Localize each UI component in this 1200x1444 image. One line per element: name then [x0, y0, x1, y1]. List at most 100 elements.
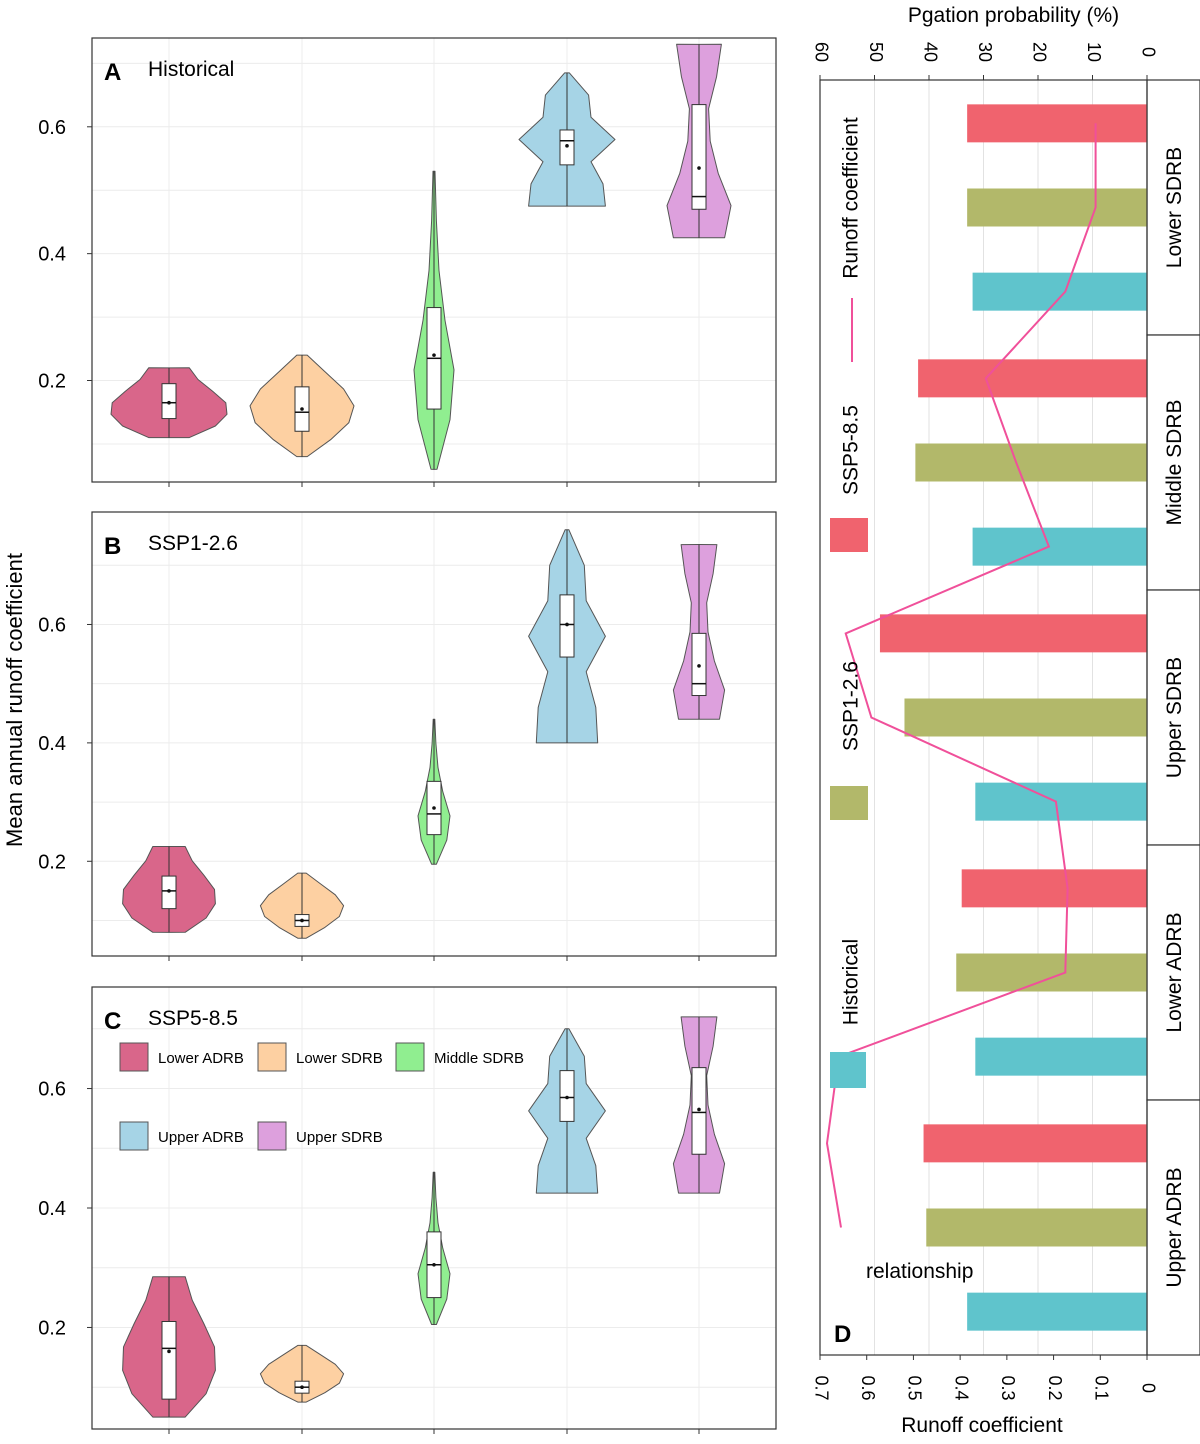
strip-upper-adrb — [1146, 1099, 1200, 1356]
mean-point-upper-adrb — [565, 1095, 569, 1100]
legend-label-upper-sdrb: Upper SDRB — [296, 1129, 383, 1146]
top-tick-label: 40 — [920, 42, 940, 62]
y-tick-label: 0.4 — [38, 244, 66, 266]
strip-lower-adrb — [1146, 844, 1200, 1101]
bar-lower-sdrb-historical — [972, 272, 1147, 311]
mean-point-middle-sdrb — [432, 806, 436, 810]
box-lower-adrb — [161, 1320, 177, 1400]
bottom-tick-label: 0 — [1138, 1383, 1158, 1393]
y-tick-label: 0.2 — [38, 851, 66, 873]
legend-swatch-lower-sdrb — [257, 1042, 287, 1072]
mean-point-lower-adrb — [167, 1349, 171, 1354]
mean-point-lower-sdrb — [300, 407, 304, 411]
panel-d: Pgation probability (%) 60 50 40 30 20 10 0 0.7 0… — [811, 4, 1200, 1437]
panel-letter: D — [834, 1321, 851, 1348]
y-tick-label: 0.4 — [38, 1198, 66, 1220]
panel-b: 0.2 0.4 0.6 B SSP1-2.6 — [38, 511, 777, 961]
mean-point-middle-sdrb — [432, 1262, 436, 1267]
panel-title: SSP1-2.6 — [148, 532, 238, 555]
legend-label-ssp5-8-5: SSP5-8.5 — [840, 405, 863, 495]
legend-swatch-ssp1-2-6 — [830, 786, 868, 820]
legend-label-lower-sdrb: Lower SDRB — [296, 1050, 383, 1067]
top-tick-label: 30 — [975, 42, 995, 62]
mean-point-upper-adrb — [565, 622, 569, 627]
mean-point-middle-sdrb — [432, 353, 436, 357]
y-tick-label: 0.2 — [38, 1317, 66, 1339]
bar-lower-adrb-ssp1-2-6 — [956, 953, 1147, 992]
bar-upper-sdrb-ssp1-2-6 — [904, 698, 1147, 737]
bottom-tick-label: 0.1 — [1092, 1375, 1112, 1400]
y-axis-label: Mean annual runoff coefficient — [2, 553, 27, 847]
bar-lower-adrb-historical — [975, 1037, 1147, 1076]
box-upper-sdrb — [691, 104, 707, 210]
top-tick-label: 0 — [1138, 47, 1158, 57]
strip-upper-sdrb — [1146, 589, 1200, 846]
top-tick-label: 20 — [1029, 42, 1049, 62]
legend-swatch-upper-sdrb — [257, 1121, 287, 1151]
mean-point-lower-sdrb — [300, 1385, 304, 1389]
bar-middle-sdrb-ssp1-2-6 — [915, 443, 1147, 482]
bar-upper-sdrb-ssp5-8-5 — [879, 614, 1147, 653]
bottom-tick-label: 0.2 — [1045, 1375, 1065, 1400]
panel-letter: C — [104, 1008, 121, 1035]
bar-lower-sdrb-ssp1-2-6 — [967, 188, 1147, 227]
mean-point-upper-sdrb — [697, 664, 701, 668]
legend-swatch-lower-adrb — [119, 1042, 149, 1072]
y-tick-label: 0.6 — [38, 1079, 66, 1101]
strip-label-middle-sdrb: Middle SDRB — [1163, 399, 1186, 525]
legend-label-historical: Historical — [840, 939, 863, 1025]
strip-label-lower-sdrb: Lower SDRB — [1163, 147, 1186, 268]
legend-label-ssp1-2-6: SSP1-2.6 — [840, 661, 863, 751]
top-tick-label: 50 — [866, 42, 886, 62]
bottom-tick-label: 0.4 — [951, 1375, 971, 1400]
mean-point-lower-sdrb — [300, 918, 304, 923]
y-tick-label: 0.6 — [38, 117, 66, 139]
y-tick-label: 0.6 — [38, 614, 66, 636]
legend-swatch-ssp5-8-5 — [830, 518, 868, 552]
legend-swatch-middle-sdrb — [395, 1042, 425, 1072]
annotation-relationship: relationship — [866, 1260, 973, 1283]
legend-label-lower-adrb: Lower ADRB — [158, 1050, 244, 1067]
bar-middle-sdrb-ssp5-8-5 — [918, 359, 1147, 398]
bar-lower-sdrb-ssp5-8-5 — [967, 104, 1147, 143]
panel-title: SSP5-8.5 — [148, 1007, 238, 1030]
bottom-tick-label: 0.3 — [998, 1375, 1018, 1400]
mean-point-lower-adrb — [167, 400, 171, 405]
panel-a: 0.2 0.4 0.6 A Historical — [38, 37, 777, 487]
top-tick-label: 10 — [1084, 42, 1104, 62]
bar-middle-sdrb-historical — [972, 527, 1147, 566]
legend-label-upper-adrb: Upper ADRB — [158, 1129, 244, 1146]
legend-label-runoff-coefficient: Runoff coefficient — [840, 117, 863, 279]
bar-upper-sdrb-historical — [975, 782, 1147, 821]
panel-frame — [819, 79, 1148, 1356]
panel-letter: B — [104, 533, 121, 560]
legend-swatch-historical — [830, 1052, 866, 1088]
bottom-tick-label: 0.6 — [858, 1375, 878, 1400]
mean-point-upper-sdrb — [697, 1107, 701, 1112]
bar-upper-adrb-ssp5-8-5 — [923, 1124, 1147, 1163]
y-tick-label: 0.2 — [38, 371, 66, 393]
bar-upper-adrb-ssp1-2-6 — [926, 1208, 1147, 1247]
mean-point-lower-adrb — [167, 889, 171, 893]
strip-label-upper-adrb: Upper ADRB — [1163, 1167, 1186, 1287]
bottom-tick-label: 0.5 — [905, 1375, 925, 1400]
bottom-tick-label: 0.7 — [811, 1375, 831, 1400]
panel-frame — [91, 986, 777, 1430]
bottom-axis-label: Runoff coefficient — [901, 1414, 1063, 1437]
panel-c: 0.2 0.4 0.6 C SSP5-8.5 Lower ADRB Lower SDRB Mi… — [38, 986, 777, 1434]
top-tick-label: 60 — [811, 42, 831, 62]
y-tick-label: 0.4 — [38, 733, 66, 755]
panel-frame — [91, 511, 777, 957]
bar-lower-adrb-ssp5-8-5 — [961, 869, 1147, 908]
panel-frame — [91, 37, 777, 483]
strip-label-lower-adrb: Lower ADRB — [1163, 912, 1186, 1032]
runoff-line — [825, 123, 1097, 1228]
strip-label-upper-sdrb: Upper SDRB — [1163, 657, 1186, 778]
mean-point-upper-adrb — [565, 144, 569, 148]
panel-title: Historical — [148, 58, 234, 81]
mean-point-upper-sdrb — [697, 166, 701, 170]
top-axis-label: Pgation probability (%) — [908, 4, 1119, 27]
legend-swatch-upper-adrb — [119, 1121, 149, 1151]
panel-letter: A — [104, 59, 121, 86]
